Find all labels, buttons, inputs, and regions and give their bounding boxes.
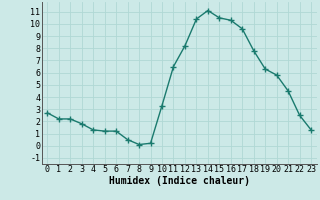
- X-axis label: Humidex (Indice chaleur): Humidex (Indice chaleur): [109, 176, 250, 186]
